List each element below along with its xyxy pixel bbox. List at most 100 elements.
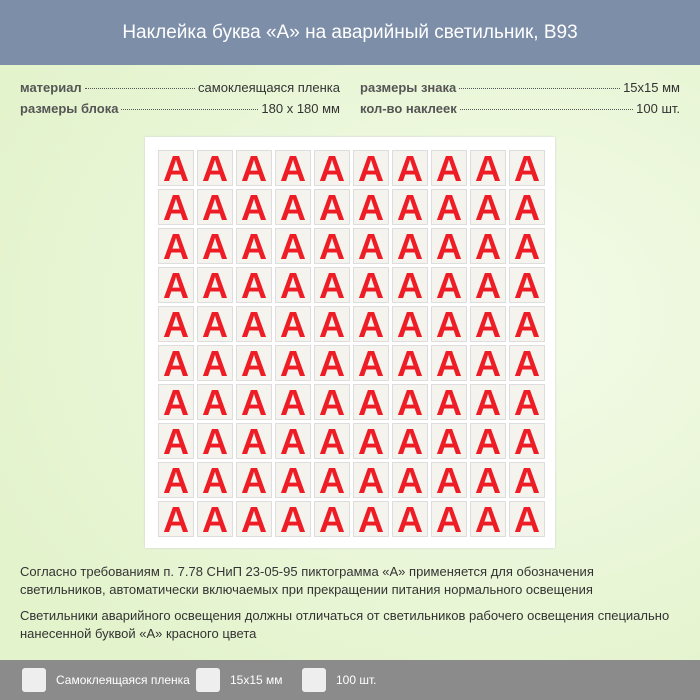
spec-row: размеры блока 180 x 180 мм [20,101,340,118]
sticker: А [275,267,311,304]
sticker: А [509,306,545,343]
sticker: А [275,384,311,421]
sticker: А [236,306,272,343]
sticker: А [470,189,506,226]
sticker: А [509,501,545,538]
sticker: А [470,501,506,538]
sticker: А [509,267,545,304]
footer-item: Самоклеящаяся пленка [22,660,190,700]
sticker: А [158,150,194,187]
footer-item: 15x15 мм [196,660,283,700]
sticker: А [236,150,272,187]
sticker: А [275,150,311,187]
sticker: А [275,423,311,460]
sticker: А [353,462,389,499]
sticker: А [431,267,467,304]
sticker: А [197,306,233,343]
sticker: А [197,423,233,460]
sticker: А [509,189,545,226]
sticker: А [158,423,194,460]
sticker: А [236,189,272,226]
sticker: А [236,423,272,460]
spec-value: 180 x 180 мм [261,101,340,116]
sticker: А [314,423,350,460]
footer: Самоклеящаяся пленка 15x15 мм 100 шт. [0,660,700,700]
sticker: А [236,501,272,538]
sticker: А [431,345,467,382]
sticker: А [470,267,506,304]
sticker: А [470,384,506,421]
sticker: А [197,267,233,304]
sticker: А [353,189,389,226]
sticker: А [197,228,233,265]
spec-value: 15x15 мм [623,80,680,95]
sticker: А [314,384,350,421]
sticker: А [392,189,428,226]
sticker: А [314,501,350,538]
sticker: А [197,345,233,382]
sticker: А [197,150,233,187]
sticker: А [314,228,350,265]
sticker: А [431,501,467,538]
spec-row: кол-во наклеек 100 шт. [360,101,680,118]
sticker: А [353,384,389,421]
sticker: А [314,306,350,343]
sticker: А [236,228,272,265]
sticker: А [197,501,233,538]
sticker: А [314,267,350,304]
spec-label: размеры знака [360,80,457,95]
sticker: А [431,384,467,421]
sticker: А [353,423,389,460]
spec-row: размеры знака 15x15 мм [360,80,680,97]
sticker: А [470,150,506,187]
sticker: А [275,228,311,265]
sticker: А [353,228,389,265]
sticker: А [392,462,428,499]
sticker: А [197,189,233,226]
sticker: А [275,345,311,382]
sticker: А [392,306,428,343]
sticker: А [314,150,350,187]
sticker: А [509,150,545,187]
footer-text: 100 шт. [336,673,377,687]
sticker: А [509,228,545,265]
sticker: А [431,228,467,265]
sticker: А [392,267,428,304]
spec-label: материал [20,80,82,95]
sticker: А [431,189,467,226]
sticker: А [431,306,467,343]
sticker: А [392,228,428,265]
sticker: А [431,423,467,460]
sticker: А [470,462,506,499]
sticker: А [431,462,467,499]
sticker: А [314,189,350,226]
sticker: А [236,267,272,304]
sticker: А [392,501,428,538]
specs: материал самоклеящаяся пленка размеры зна… [20,80,680,118]
sticker: А [275,462,311,499]
sticker: А [314,462,350,499]
sticker: А [158,384,194,421]
sticker: А [197,384,233,421]
sticker: А [158,501,194,538]
sticker: А [509,384,545,421]
sticker: А [392,423,428,460]
sticker: А [197,462,233,499]
sticker: А [353,501,389,538]
spec-label: размеры блока [20,101,119,116]
sticker: А [158,306,194,343]
sticker: А [392,384,428,421]
footer-text: 15x15 мм [230,673,283,687]
sticker: А [470,345,506,382]
sticker: А [509,462,545,499]
spec-row: материал самоклеящаяся пленка [20,80,340,97]
sticker: А [392,345,428,382]
sticker: А [236,384,272,421]
sticker: А [158,189,194,226]
sticker: А [509,423,545,460]
sticker: А [236,345,272,382]
spec-label: кол-во наклеек [360,101,457,116]
sticker: А [353,150,389,187]
